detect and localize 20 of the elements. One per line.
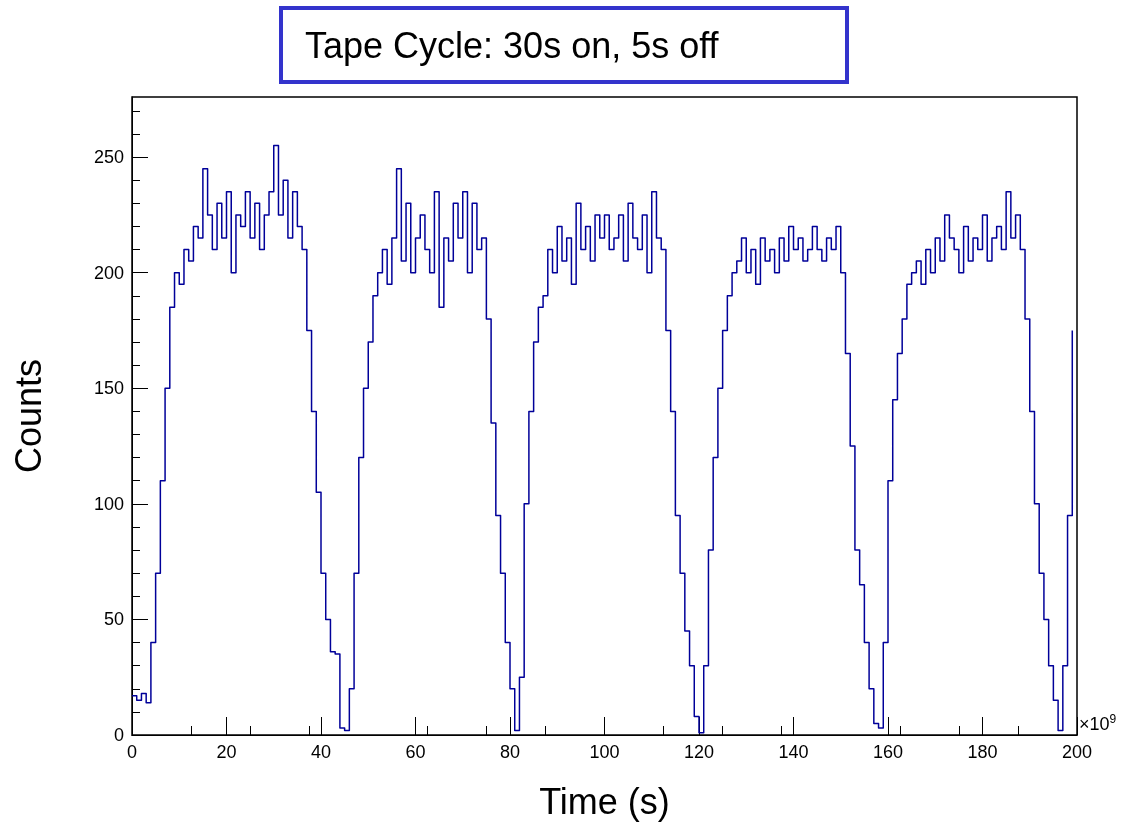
x-tick-label: 120: [683, 742, 715, 762]
chart-title: Tape Cycle: 30s on, 5s off: [305, 24, 720, 66]
x-tick-label: 40: [310, 742, 332, 762]
x-tick-label: 20: [216, 742, 237, 762]
y-axis-title: Counts: [7, 358, 49, 474]
x-tick-label: 60: [405, 742, 426, 762]
y-tick-label: 50: [103, 609, 124, 630]
y-tick-label: 250: [93, 147, 124, 168]
x-tick-label: 100: [589, 742, 620, 762]
y-tick-label: 200: [93, 262, 124, 283]
x-tick-label: 80: [499, 742, 521, 762]
y-tick-label: 150: [93, 378, 124, 399]
y-tick-label: 100: [93, 493, 124, 514]
x-tick-label: 140: [778, 742, 809, 762]
x-tick-label: 200: [1061, 742, 1093, 762]
x-tick-label: 180: [967, 742, 998, 762]
x-axis-title: Time (s): [539, 780, 670, 822]
x-tick-label: 160: [872, 742, 904, 762]
x-tick-label: 0: [126, 742, 138, 762]
y-tick-label: 0: [113, 725, 124, 745]
